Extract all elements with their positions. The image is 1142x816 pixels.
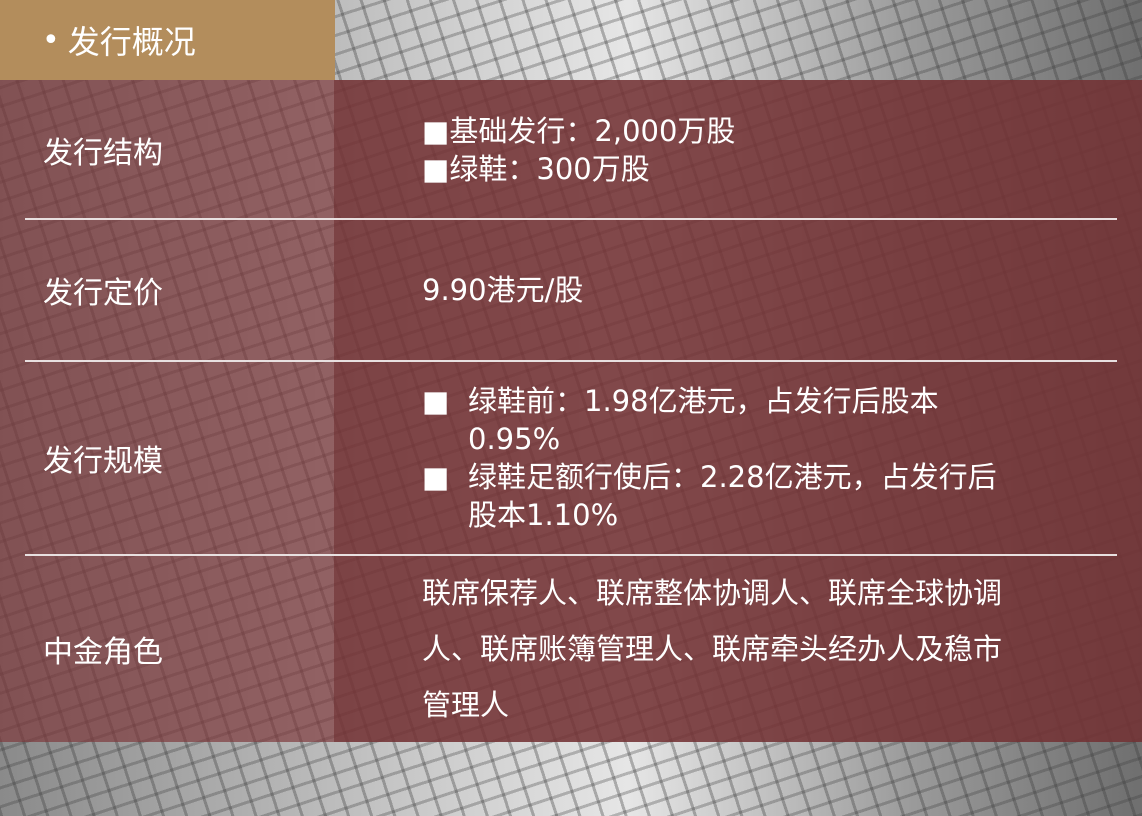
size-bullet: ■ 绿鞋足额行使后：2.28亿港元，占发行后股本1.10%: [422, 458, 1022, 534]
square-bullet-icon: ■: [422, 460, 450, 494]
table-row-pricing: 发行定价 9.90港元/股: [0, 219, 1142, 361]
structure-item: ■基础发行：2,000万股: [422, 113, 736, 148]
row-divider: [25, 360, 1117, 362]
row-value: ■基础发行：2,000万股 ■绿鞋：300万股: [422, 112, 1032, 188]
section-title: 发行概况: [67, 23, 196, 61]
square-bullet-icon: ■: [422, 384, 450, 418]
offering-table: 发行结构 ■基础发行：2,000万股 ■绿鞋：300万股 发行定价 9.90港元…: [0, 80, 1142, 742]
row-value: ■ 绿鞋前：1.98亿港元，占发行后股本0.95% ■ 绿鞋足额行使后：2.28…: [422, 382, 1022, 534]
row-value: 9.90港元/股: [422, 273, 584, 307]
value-column-bg: [334, 80, 1142, 742]
size-text: 绿鞋前：1.98亿港元，占发行后股本0.95%: [468, 384, 939, 456]
label-column-bg: [0, 80, 334, 742]
table-row-structure: 发行结构 ■基础发行：2,000万股 ■绿鞋：300万股: [0, 80, 1142, 219]
row-value: 联席保荐人、联席整体协调人、联席全球协调人、联席账簿管理人、联席牵头经办人及稳市…: [422, 575, 1003, 722]
row-label: 发行定价: [43, 276, 163, 311]
structure-item: ■绿鞋：300万股: [422, 151, 650, 186]
row-label: 发行结构: [43, 135, 163, 171]
table-row-role: 中金角色 联席保荐人、联席整体协调人、联席全球协调人、联席账簿管理人、联席牵头经…: [0, 555, 1142, 742]
section-header: • 发行概况: [0, 0, 335, 80]
table-row-size: 发行规模 ■ 绿鞋前：1.98亿港元，占发行后股本0.95% ■ 绿鞋足额行使后…: [0, 361, 1142, 555]
row-label: 发行规模: [43, 444, 163, 479]
row-divider: [25, 218, 1117, 220]
size-text: 绿鞋足额行使后：2.28亿港元，占发行后股本1.10%: [468, 460, 997, 532]
size-bullet: ■ 绿鞋前：1.98亿港元，占发行后股本0.95%: [422, 382, 1022, 458]
bullet-dot: •: [42, 22, 60, 58]
row-divider: [25, 554, 1117, 556]
row-label: 中金角色: [43, 634, 163, 670]
